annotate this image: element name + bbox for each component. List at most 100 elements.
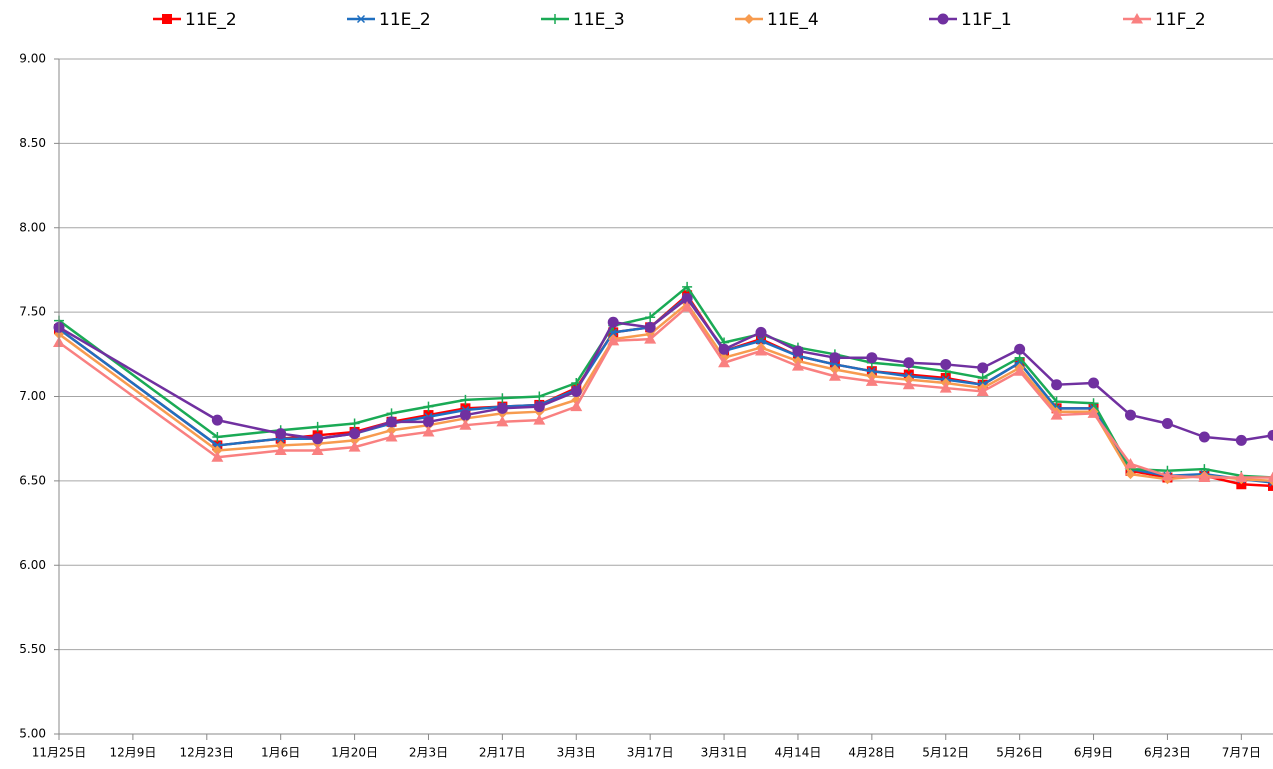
marker xyxy=(349,418,360,429)
marker xyxy=(275,428,287,440)
marker xyxy=(386,425,397,436)
x-tick-label: 3月31日 xyxy=(701,746,748,760)
marker xyxy=(211,451,224,462)
x-tick-label: 2月3日 xyxy=(409,746,448,760)
marker xyxy=(940,358,952,370)
x-tick-label: 3月17日 xyxy=(627,746,674,760)
marker xyxy=(274,444,287,455)
series-line xyxy=(58,295,1273,484)
marker xyxy=(939,382,952,393)
legend-label: 11F_2 xyxy=(1155,10,1206,30)
marker xyxy=(496,415,509,427)
marker xyxy=(422,425,435,437)
legend-label: 11E_3 xyxy=(573,10,625,30)
marker xyxy=(550,14,560,24)
marker xyxy=(423,401,434,412)
marker xyxy=(682,281,693,292)
marker xyxy=(1087,407,1100,418)
y-tick-label: 6.50 xyxy=(19,473,46,487)
marker xyxy=(212,445,223,456)
legend: 11E_2 11E_2 11E_3 11E_4 11F_1 11F_2 xyxy=(153,10,1206,30)
marker xyxy=(422,416,434,428)
marker xyxy=(607,316,619,328)
marker xyxy=(829,352,841,364)
marker xyxy=(607,334,620,346)
marker xyxy=(1236,479,1247,490)
marker xyxy=(460,394,471,405)
marker xyxy=(744,14,754,24)
marker xyxy=(644,333,657,344)
marker xyxy=(976,385,989,396)
y-tick-label: 7.00 xyxy=(19,389,46,403)
marker xyxy=(828,370,841,381)
marker xyxy=(644,321,656,333)
marker xyxy=(460,403,471,414)
y-tick-label: 9.00 xyxy=(19,52,46,66)
x-tick-label: 4月28日 xyxy=(848,746,895,760)
marker xyxy=(1051,396,1062,407)
plot-area xyxy=(53,281,1273,491)
marker xyxy=(1235,434,1247,446)
marker xyxy=(940,372,951,383)
marker xyxy=(865,375,878,386)
marker xyxy=(423,410,434,421)
series-line xyxy=(58,285,1273,479)
marker xyxy=(1014,343,1026,355)
legend-label: 11F_1 xyxy=(961,10,1012,30)
marker xyxy=(718,356,731,368)
marker xyxy=(212,432,223,442)
marker xyxy=(312,421,323,432)
marker xyxy=(829,364,840,375)
x-tick-label: 6月9日 xyxy=(1074,746,1113,760)
marker xyxy=(977,372,988,383)
marker xyxy=(1088,398,1099,409)
x-tick-label: 11月25日 xyxy=(32,746,87,760)
legend-label: 11E_4 xyxy=(767,10,819,30)
marker xyxy=(1235,471,1248,482)
marker xyxy=(755,326,767,338)
marker xyxy=(681,293,693,305)
marker xyxy=(1267,471,1273,482)
marker xyxy=(1161,469,1174,481)
marker xyxy=(756,336,767,345)
y-tick-label: 5.00 xyxy=(19,727,46,741)
y-tick-label: 6.00 xyxy=(19,558,46,572)
marker xyxy=(791,360,804,371)
marker xyxy=(1198,431,1210,443)
marker xyxy=(497,393,508,404)
marker xyxy=(385,431,398,442)
marker xyxy=(1013,365,1026,376)
marker xyxy=(903,357,915,369)
marker xyxy=(496,402,508,414)
y-tick-label: 7.50 xyxy=(19,305,46,319)
marker xyxy=(162,14,172,24)
y-tick-label: 5.50 xyxy=(19,642,46,656)
x-tick-label: 1月6日 xyxy=(261,746,300,760)
axes: 5.00 5.50 6.00 6.50 7.00 7.50 8.00 8.50 9.00 11月2… xyxy=(19,52,1273,760)
marker xyxy=(1088,377,1100,389)
marker xyxy=(349,428,361,440)
marker xyxy=(977,362,989,374)
x-tick-label: 2月17日 xyxy=(479,746,526,760)
marker xyxy=(459,419,472,430)
x-tick-label: 7月7日 xyxy=(1222,746,1261,760)
series-line xyxy=(58,305,1273,479)
marker xyxy=(356,14,366,24)
marker xyxy=(1124,458,1137,469)
marker xyxy=(570,385,582,397)
marker xyxy=(534,391,545,402)
x-tick-label: 1月20日 xyxy=(331,746,378,760)
marker xyxy=(681,301,694,312)
x-tick-label: 5月26日 xyxy=(996,746,1043,760)
marker xyxy=(937,13,949,25)
marker xyxy=(570,400,583,412)
x-tick-label: 12月9日 xyxy=(109,746,156,760)
marker xyxy=(386,416,398,428)
marker xyxy=(533,401,545,413)
x-tick-label: 5月12日 xyxy=(922,746,969,760)
legend-label: 11E_2 xyxy=(379,10,431,30)
marker xyxy=(459,409,471,421)
marker xyxy=(718,343,730,355)
marker xyxy=(533,414,546,425)
